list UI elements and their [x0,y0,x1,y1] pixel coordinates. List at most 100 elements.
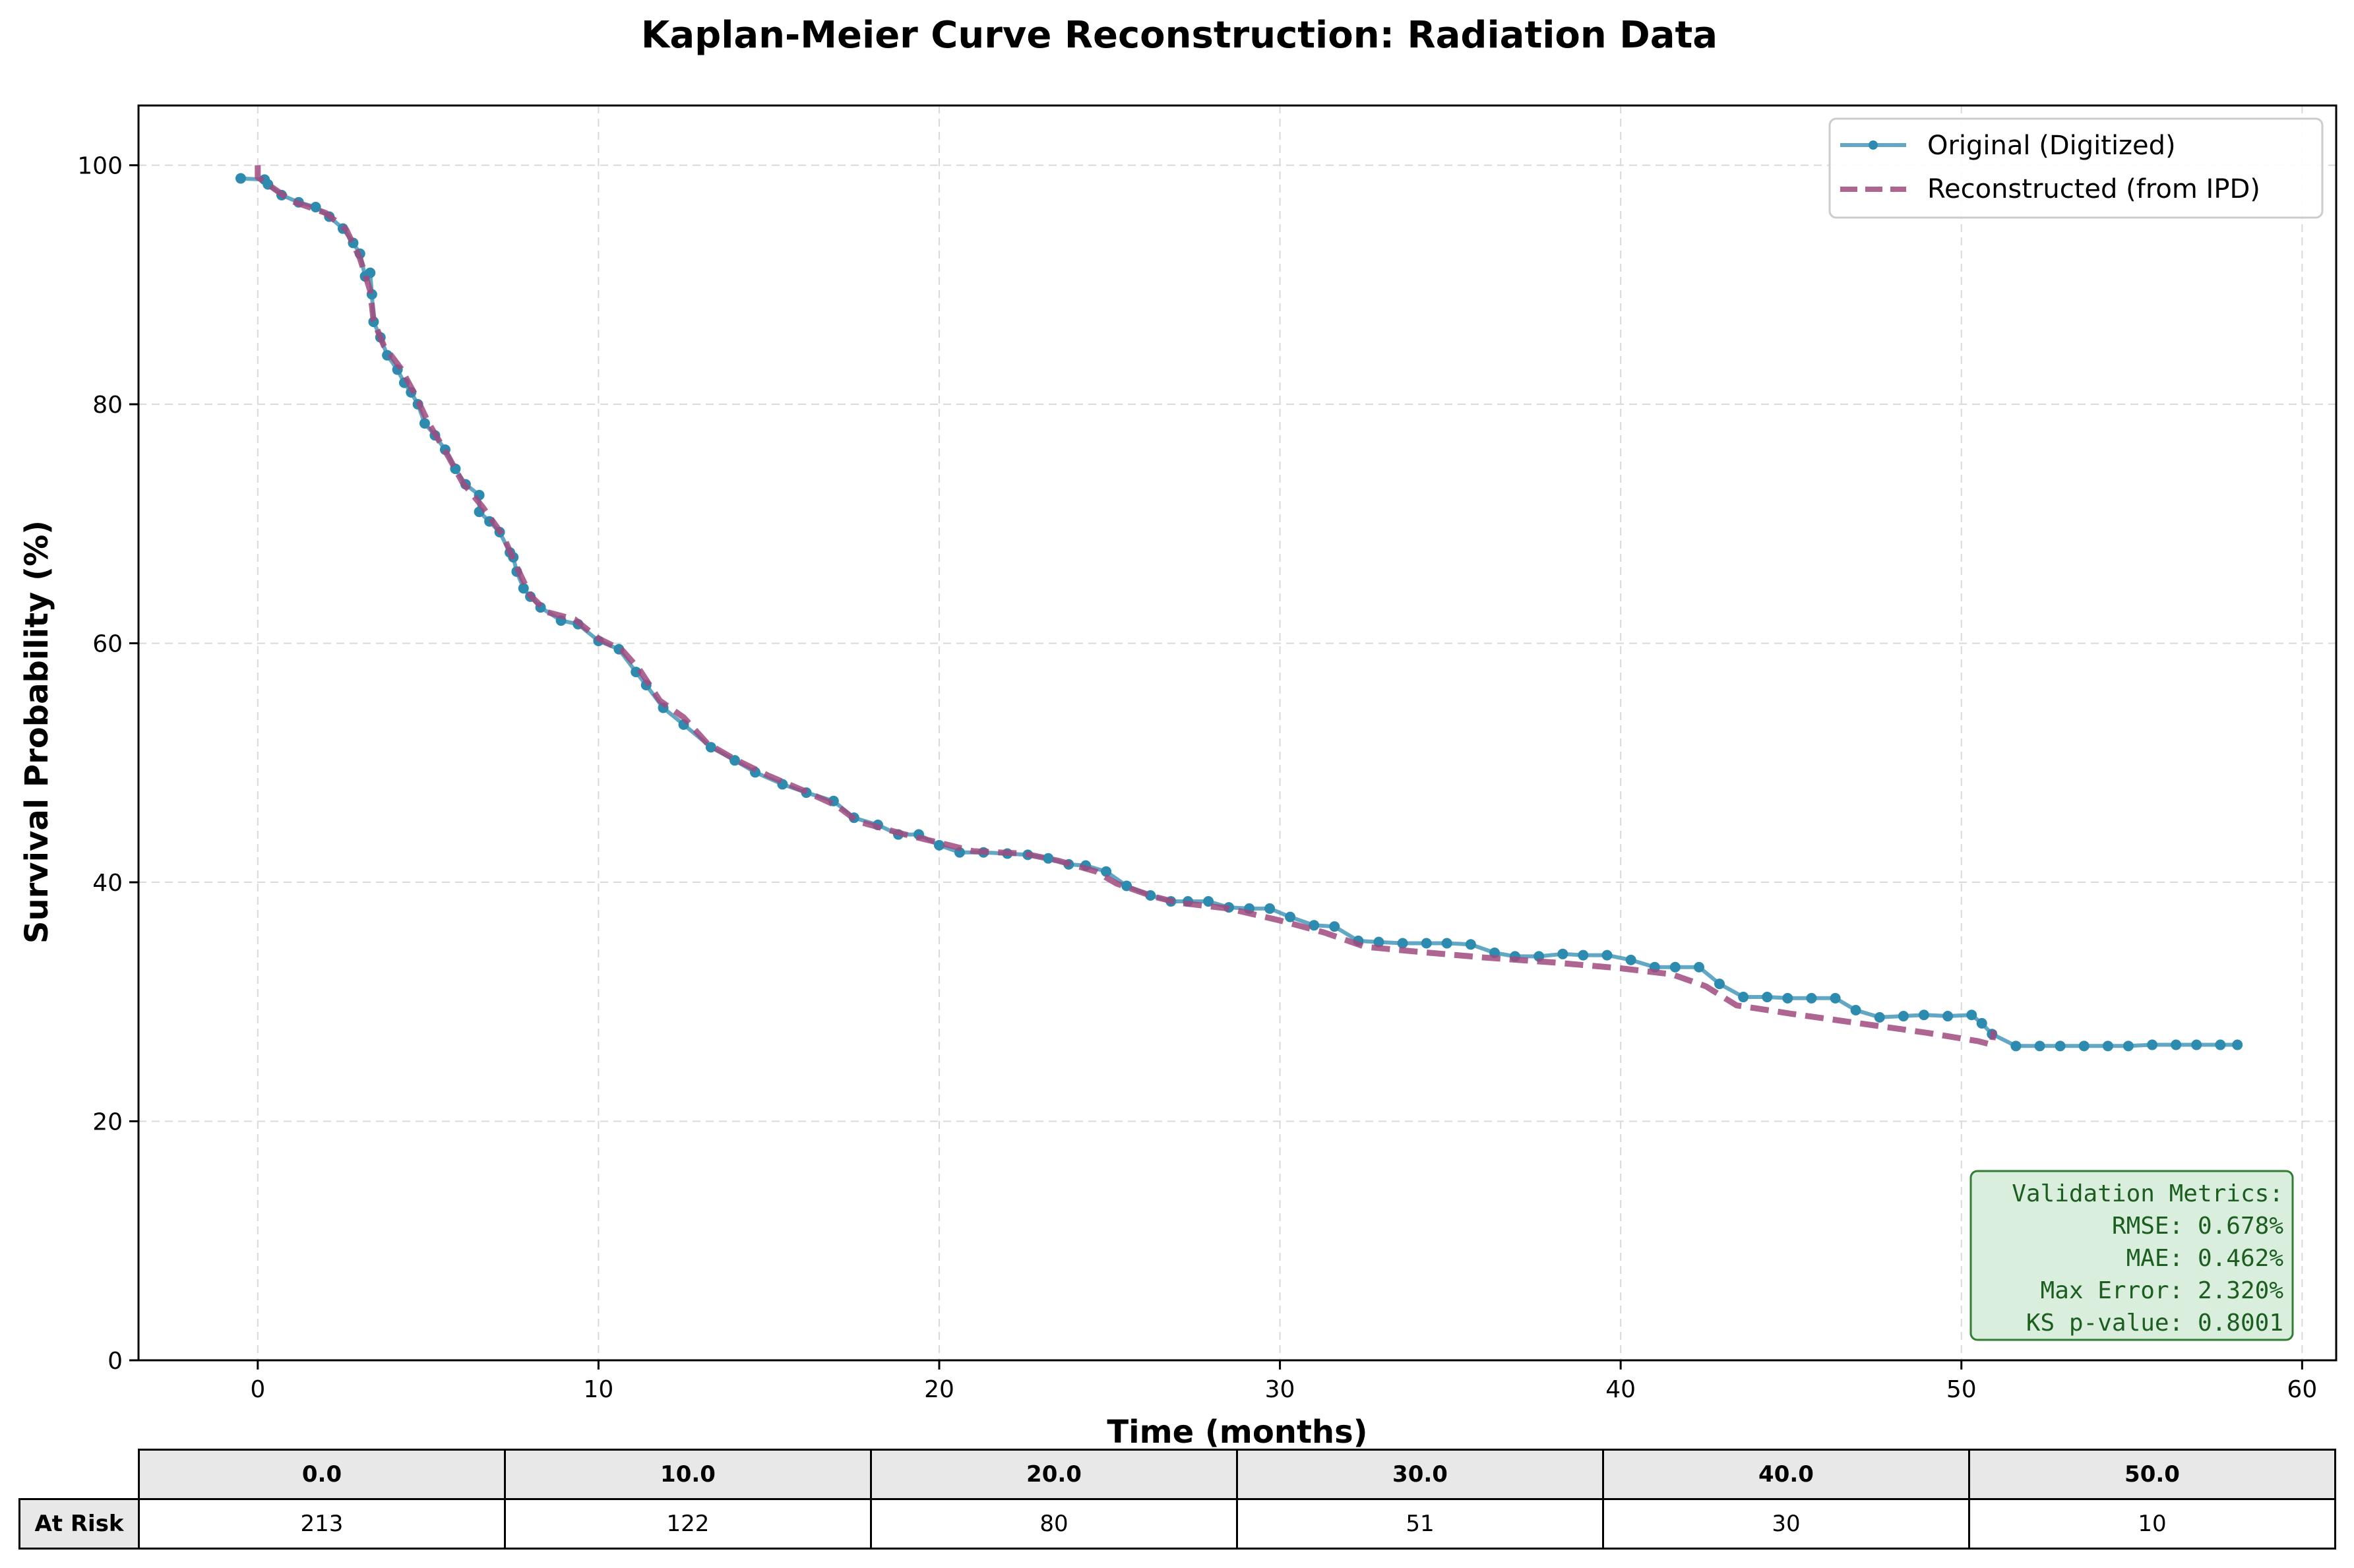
validation-metrics-box: Validation Metrics: RMSE: 0.678% MAE: 0.… [1969,1170,2294,1341]
risk-time-header: 10.0 [504,1449,872,1500]
legend-label-original: Original (Digitized) [1927,131,2176,161]
plot-area-frame [137,104,2338,1362]
risk-time-header: 40.0 [1602,1449,1970,1500]
data-point-original [1309,920,1320,931]
metrics-line-mae: MAE: 0.462% [2126,1245,2284,1272]
data-point-original [1693,961,1704,973]
data-point-original [1329,921,1340,932]
legend-box [1828,117,2324,219]
risk-row-label: At Risk [18,1498,140,1550]
data-point-original [2055,1040,2066,1052]
risk-count-cell: 213 [138,1498,506,1550]
data-point-original [1714,979,1725,990]
data-point-original [1465,939,1476,950]
data-point-original [1101,866,1112,877]
chart-title: Kaplan-Meier Curve Reconstruction: Radia… [641,14,1718,57]
y-tick-label: 60 [92,631,123,658]
data-point-original [1397,938,1408,949]
data-point-original [1578,950,1589,961]
data-point-original [2191,1039,2202,1050]
data-point-original [518,583,529,594]
data-point-original [729,755,741,766]
data-point-original [1625,954,1636,965]
risk-time-header: 0.0 [138,1449,506,1500]
y-tick-label: 20 [92,1109,123,1136]
data-point-original [2034,1040,2045,1052]
data-point-original [1203,896,1214,907]
data-point-original [2010,1040,2022,1052]
metrics-box-bg [1969,1170,2294,1341]
data-point-original [1264,903,1276,914]
axis-ticks: 0 10 20 30 40 50 60 0 20 40 60 80 100 [77,153,2317,1403]
data-point-original [2122,1040,2134,1052]
x-tick-label: 10 [583,1376,613,1403]
y-tick-label: 100 [77,153,123,180]
data-point-original [1441,938,1452,949]
risk-count-cell: 10 [1968,1498,2336,1550]
x-axis-label: Time (months) [1107,1414,1367,1451]
series-lines [235,165,2243,1052]
data-point-original [631,667,642,678]
risk-count-cell: 51 [1236,1498,1604,1550]
y-axis-label: Survival Probability (%) [18,520,55,944]
risk-table-header-row: 0.0 10.0 20.0 30.0 40.0 50.0 [20,1449,2336,1500]
data-point-original [1806,992,1817,1004]
metrics-line-ks: KS p-value: 0.8001 [2026,1310,2283,1337]
data-point-original [2215,1039,2226,1050]
y-tick-label: 0 [108,1348,123,1375]
data-point-original [705,742,716,753]
series-line-reconstructed [255,165,1997,1048]
legend: Original (Digitized) Reconstructed (from… [1828,117,2324,219]
data-point-original [1285,911,1296,922]
data-point-original [2147,1039,2158,1050]
data-point-original [2232,1039,2243,1050]
data-point-original [235,173,246,184]
data-point-original [1782,992,1793,1004]
data-point-original [1898,1011,1909,1022]
data-point-original [1373,936,1384,948]
data-point-original [1738,992,1749,1003]
x-tick-label: 60 [2287,1376,2317,1403]
data-point-original [1762,992,1773,1003]
risk-count-cell: 30 [1602,1498,1970,1550]
x-tick-label: 20 [924,1376,954,1403]
data-point-original [933,839,945,851]
risk-count-cell: 122 [504,1498,872,1550]
y-tick-label: 80 [92,392,123,419]
data-point-original [1942,1011,1954,1022]
metrics-line-title: Validation Metrics: [2012,1180,2283,1207]
data-point-original [2078,1040,2090,1052]
at-risk-table: 0.0 10.0 20.0 30.0 40.0 50.0 At Risk 213… [18,1449,2336,1550]
data-point-original [1830,992,1841,1004]
data-point-original [1850,1004,1861,1015]
risk-time-header: 50.0 [1968,1449,2336,1500]
data-point-original [419,418,430,429]
data-point-original [2171,1039,2182,1050]
risk-table-corner [20,1450,139,1499]
data-point-original [310,202,321,213]
y-tick-label: 40 [92,870,123,897]
data-point-original [1421,938,1432,949]
metrics-line-rmse: RMSE: 0.678% [2112,1213,2283,1240]
risk-time-header: 20.0 [870,1449,1238,1500]
risk-count-cell: 80 [870,1498,1238,1550]
metrics-line-max-error: Max Error: 2.320% [2041,1277,2284,1304]
data-point-original [1669,961,1681,973]
legend-marker-original [1869,140,1878,150]
risk-table-count-row: At Risk 213 122 80 51 30 10 [18,1498,2336,1550]
data-point-original [1874,1011,1885,1023]
x-tick-label: 30 [1265,1376,1295,1403]
legend-label-reconstructed: Reconstructed (from IPD) [1927,174,2260,204]
data-point-original [1557,948,1568,959]
data-point-original [1966,1010,1977,1021]
data-point-original [1043,853,1054,864]
data-point-original [2102,1040,2113,1052]
data-point-original [1601,950,1613,961]
data-point-original [1976,1017,1987,1029]
x-tick-label: 40 [1605,1376,1636,1403]
x-tick-label: 0 [250,1376,265,1403]
risk-time-header: 30.0 [1236,1449,1604,1500]
data-point-original [1121,880,1132,891]
x-tick-label: 50 [1946,1376,1977,1403]
